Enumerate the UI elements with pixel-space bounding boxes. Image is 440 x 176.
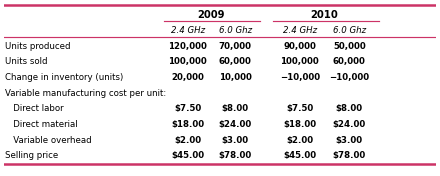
Text: $45.00: $45.00 [171,151,204,160]
Text: Direct material: Direct material [5,120,78,129]
Text: $8.00: $8.00 [221,104,249,113]
Text: 90,000: 90,000 [283,42,316,51]
Text: Variable manufacturing cost per unit:: Variable manufacturing cost per unit: [5,89,166,98]
Text: 6.0 Ghz: 6.0 Ghz [219,26,252,35]
Text: $7.50: $7.50 [174,104,201,113]
Text: $45.00: $45.00 [283,151,316,160]
Text: 100,000: 100,000 [280,57,319,66]
Text: $78.00: $78.00 [219,151,252,160]
Text: Variable overhead: Variable overhead [5,136,92,145]
Text: 2010: 2010 [311,10,338,20]
Text: 100,000: 100,000 [168,57,207,66]
Text: $24.00: $24.00 [333,120,366,129]
Text: Change in inventory (units): Change in inventory (units) [5,73,124,82]
Text: 2.4 GHz: 2.4 GHz [283,26,317,35]
Text: $8.00: $8.00 [336,104,363,113]
Text: 60,000: 60,000 [219,57,252,66]
Text: 6.0 Ghz: 6.0 Ghz [333,26,366,35]
Text: Direct labor: Direct labor [5,104,64,113]
Text: 60,000: 60,000 [333,57,366,66]
Text: $7.50: $7.50 [286,104,313,113]
Text: $78.00: $78.00 [333,151,366,160]
Text: $2.00: $2.00 [286,136,313,145]
Text: 70,000: 70,000 [219,42,252,51]
Text: −10,000: −10,000 [329,73,370,82]
Text: $18.00: $18.00 [171,120,204,129]
Text: $3.00: $3.00 [221,136,249,145]
Text: $24.00: $24.00 [219,120,252,129]
Text: 20,000: 20,000 [171,73,204,82]
Text: 10,000: 10,000 [219,73,252,82]
Text: $2.00: $2.00 [174,136,201,145]
Text: −10,000: −10,000 [280,73,320,82]
Text: 2009: 2009 [198,10,225,20]
Text: Selling price: Selling price [5,151,59,160]
Text: 2.4 GHz: 2.4 GHz [171,26,205,35]
Text: $3.00: $3.00 [336,136,363,145]
Text: Units sold: Units sold [5,57,48,66]
Text: 120,000: 120,000 [168,42,207,51]
Text: Units produced: Units produced [5,42,71,51]
Text: $18.00: $18.00 [283,120,316,129]
Text: 50,000: 50,000 [333,42,366,51]
